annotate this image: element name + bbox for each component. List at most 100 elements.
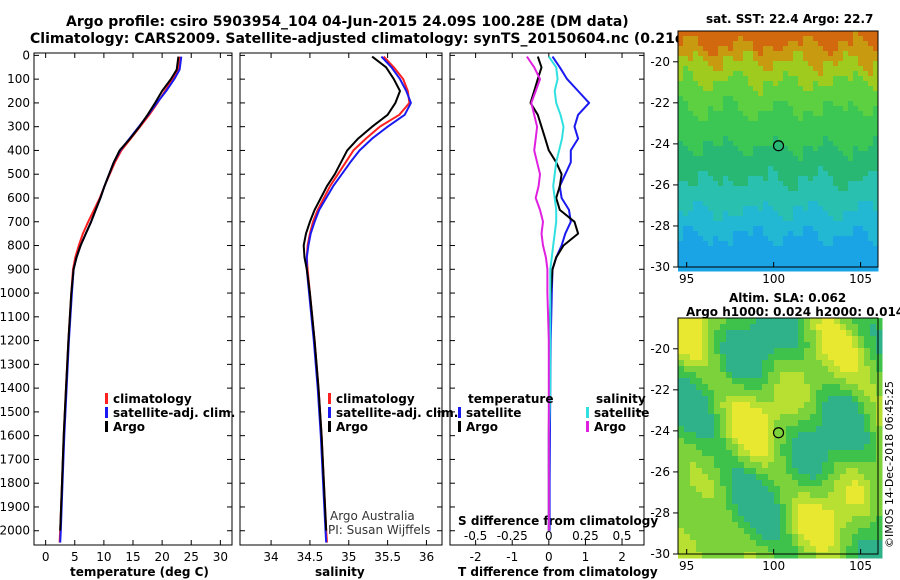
sst-map-cell [873, 101, 879, 107]
sst-map-cell [728, 256, 734, 262]
sal-legend-climatology: climatology [336, 392, 415, 406]
sst-map-cell [773, 161, 779, 167]
sla-map-cell [696, 360, 703, 367]
sla-map-cell [768, 540, 775, 547]
sst-map-cell [783, 246, 789, 252]
sla-map-cell [732, 408, 739, 415]
sst-map-cell [833, 101, 839, 107]
sst-map-cell [863, 186, 869, 192]
sla-map-cell [726, 396, 733, 403]
sst-map-cell [863, 31, 869, 37]
sla-map-cell [744, 552, 751, 559]
sst-map-cell [703, 256, 709, 262]
sla-map-cell [750, 342, 757, 349]
sla-map-cell [762, 510, 769, 517]
sst-map-cell [808, 71, 814, 77]
sst-map-cell [828, 76, 834, 82]
sst-map-cell [778, 261, 784, 267]
sla-map-cell [828, 390, 835, 397]
sla-map-cell [714, 402, 721, 409]
sla-map-cell [822, 492, 829, 499]
sla-map-cell [870, 492, 877, 499]
sla-map-cell [726, 324, 733, 331]
sla-map-cell [858, 462, 865, 469]
sla-map-cell [864, 522, 871, 529]
sst-map-cell [873, 221, 879, 227]
sla-map-cell [792, 426, 799, 433]
sla-map-cell [798, 438, 805, 445]
sst-map-cell [848, 246, 854, 252]
sst-map-cell [823, 261, 829, 267]
sst-map-cell [873, 61, 879, 67]
sla-map-cell [858, 336, 865, 343]
sla-map-cell [756, 438, 763, 445]
sla-map-cell [678, 372, 685, 379]
sla-map-cell [846, 432, 853, 439]
sst-map-cell [808, 226, 814, 232]
sla-map-cell [714, 438, 721, 445]
sla-map-cell [846, 390, 853, 397]
sst-map-cell [858, 231, 864, 237]
sst-map-cell [808, 221, 814, 227]
sst-map-cell [683, 136, 689, 142]
sst-map-cell [713, 226, 719, 232]
sst-map-cell [678, 106, 684, 112]
sst-map-cell [713, 96, 719, 102]
sst-map-cell [833, 131, 839, 137]
sst-map-cell [823, 151, 829, 157]
sst-map-cell [803, 251, 809, 257]
sst-map-cell [843, 86, 849, 92]
sst-map-cell [678, 36, 684, 42]
sla-map-cell [756, 504, 763, 511]
x-tick-label: 1 [582, 550, 590, 564]
sst-map-cell [743, 211, 749, 217]
sla-map-cell [708, 480, 715, 487]
sla-map-cell [840, 432, 847, 439]
sst-map-cell [783, 91, 789, 97]
sst-map-cell [738, 126, 744, 132]
sst-map-cell [683, 36, 689, 42]
sla-map-cell [726, 522, 733, 529]
sla-map-cell [708, 396, 715, 403]
sst-map-cell [753, 171, 759, 177]
sst-map-cell [688, 156, 694, 162]
sst-map-cell [763, 236, 769, 242]
sla-map-cell [846, 504, 853, 511]
sst-map-cell [848, 101, 854, 107]
sla-map-cell [762, 420, 769, 427]
sst-map-cell [753, 206, 759, 212]
sst-map-cell [778, 36, 784, 42]
sla-map-cell [852, 480, 859, 487]
sst-map-cell [738, 51, 744, 57]
sla-map-cell [822, 528, 829, 535]
sla-map-cell [804, 342, 811, 349]
sla-map-cell [798, 546, 805, 553]
sst-map-cell [753, 81, 759, 87]
sst-map-cell [873, 141, 879, 147]
sla-map-cell [828, 528, 835, 535]
sla-map-cell [858, 330, 865, 337]
sst-map-cell [733, 236, 739, 242]
sst-map-cell [873, 56, 879, 62]
sst-map-cell [818, 131, 824, 137]
sla-map-cell [696, 414, 703, 421]
sst-map-cell [713, 86, 719, 92]
sla-map-cell [876, 522, 883, 529]
sst-map-cell [783, 181, 789, 187]
diff-t-satellite-line [548, 56, 591, 531]
sla-map-cell [858, 414, 865, 421]
sla-map-cell [702, 504, 709, 511]
sst-map-cell [793, 156, 799, 162]
sst-map-cell [768, 186, 774, 192]
sst-map-cell [853, 106, 859, 112]
sst-map-cell [698, 121, 704, 127]
sst-map-cell [843, 261, 849, 267]
sst-map-cell [763, 226, 769, 232]
sla-map-cell [702, 354, 709, 361]
sla-map-cell [678, 444, 685, 451]
sst-map-cell [853, 151, 859, 157]
sla-map-cell [864, 390, 871, 397]
sla-map-cell [720, 468, 727, 475]
sst-map-cell [843, 191, 849, 197]
temp-legend-argo: Argo [113, 420, 145, 434]
